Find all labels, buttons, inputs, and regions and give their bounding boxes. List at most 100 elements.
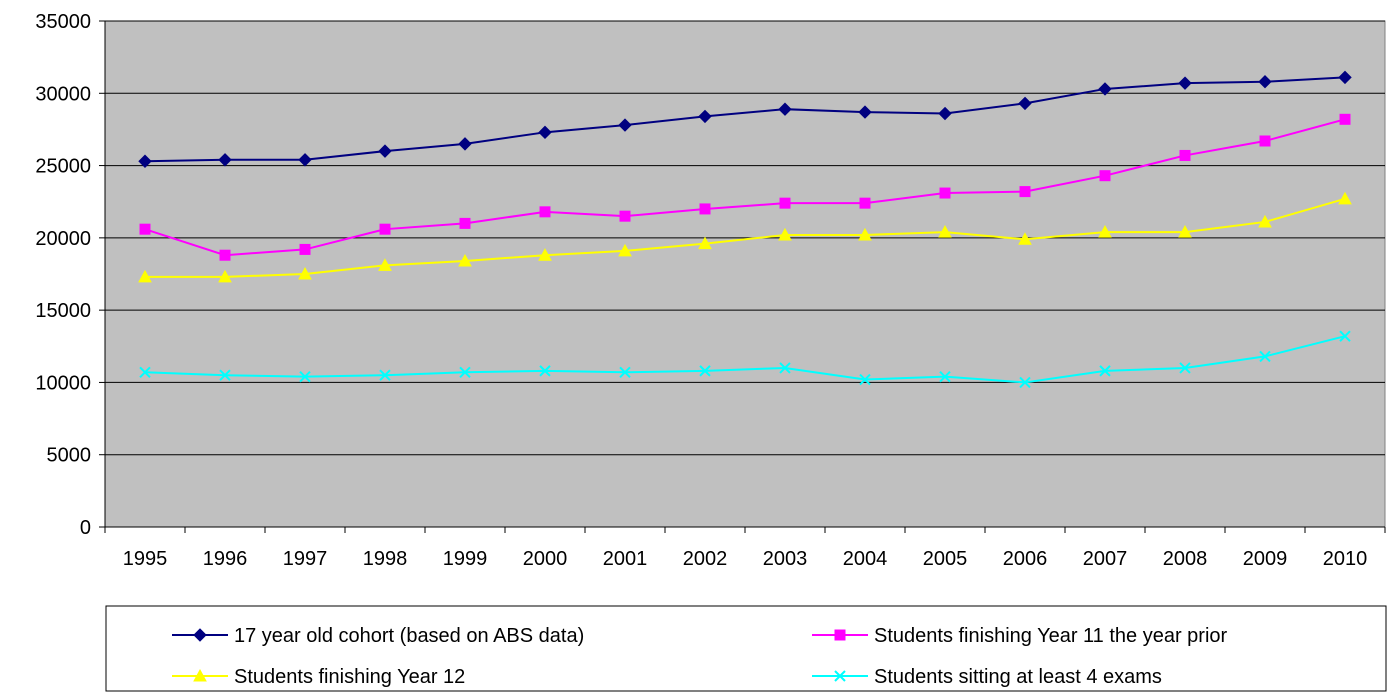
- x-tick-label: 2005: [923, 548, 968, 570]
- legend-label: Students finishing Year 12: [234, 666, 465, 688]
- data-point: [858, 227, 872, 241]
- data-point: [939, 187, 951, 199]
- data-point: [698, 109, 712, 124]
- data-point: [459, 366, 471, 379]
- data-point: [1178, 225, 1192, 238]
- data-point: [138, 154, 152, 168]
- data-point: [1258, 214, 1272, 228]
- data-point: [139, 366, 151, 379]
- x-tick-label: 2007: [1083, 548, 1128, 570]
- data-point: [779, 197, 791, 209]
- data-point: [298, 266, 312, 280]
- data-point: [139, 223, 151, 235]
- data-point: [1098, 82, 1112, 96]
- series-1: [138, 70, 1352, 168]
- data-point: [1339, 330, 1351, 342]
- data-point: [1338, 70, 1352, 85]
- data-point: [218, 153, 232, 167]
- data-point: [1019, 376, 1031, 389]
- y-tick-label: 15000: [35, 300, 91, 322]
- data-point: [538, 248, 552, 261]
- legend-marker: [193, 668, 207, 682]
- y-tick-label: 35000: [35, 11, 91, 33]
- series-layer: [138, 70, 1352, 389]
- legend-item-1: 17 year old cohort (based on ABS data): [172, 625, 584, 647]
- data-point: [539, 206, 551, 218]
- data-point: [699, 365, 711, 377]
- series-line: [144, 118, 1346, 257]
- plot-area: [104, 20, 1386, 528]
- data-point: [378, 258, 392, 271]
- y-tick-label: 25000: [35, 156, 91, 178]
- x-tick-label: 2003: [763, 548, 808, 570]
- data-point: [698, 236, 712, 250]
- x-tick-label: 2009: [1243, 548, 1288, 570]
- data-point: [218, 269, 232, 283]
- data-point: [699, 203, 711, 215]
- axes: 0 5000 10000 15000 20000 25000 30000 35000 1995 1…: [35, 11, 1386, 570]
- data-point: [379, 223, 391, 235]
- data-point: [1179, 362, 1191, 374]
- x-tick-label: 1996: [203, 548, 248, 570]
- legend: 17 year old cohort (based on ABS data) St…: [105, 605, 1387, 692]
- series-2: [139, 113, 1351, 261]
- data-point: [379, 369, 391, 381]
- x-tick-label: 2008: [1163, 548, 1208, 570]
- data-point: [938, 106, 952, 121]
- y-tick-label: 30000: [35, 83, 91, 105]
- legend-label: Students sitting at least 4 exams: [874, 666, 1162, 688]
- x-tick-label: 2004: [843, 548, 888, 570]
- data-point: [1099, 170, 1111, 182]
- x-tick-label: 2002: [683, 548, 728, 570]
- y-tick-label: 0: [80, 517, 91, 539]
- series-4: [139, 330, 1351, 389]
- x-tick-label: 1999: [443, 548, 488, 570]
- x-tick-label: 1995: [123, 548, 168, 570]
- data-point: [298, 153, 312, 167]
- data-point: [1018, 232, 1032, 245]
- data-point: [1339, 113, 1351, 125]
- data-point: [1338, 191, 1352, 205]
- legend-marker: [834, 629, 846, 641]
- legend-item-2: Students finishing Year 11 the year prio…: [812, 625, 1228, 647]
- data-point: [1019, 186, 1031, 198]
- data-point: [378, 144, 392, 158]
- data-point: [778, 102, 792, 116]
- legend-label: 17 year old cohort (based on ABS data): [234, 625, 584, 647]
- data-point: [938, 225, 952, 238]
- data-point: [299, 243, 311, 255]
- data-point: [1259, 350, 1271, 363]
- legend-marker: [193, 628, 207, 642]
- legend-marker: [834, 670, 846, 682]
- data-point: [138, 269, 152, 283]
- data-point: [778, 227, 792, 241]
- x-tick-label: 2010: [1323, 548, 1368, 570]
- data-point: [1099, 365, 1111, 377]
- data-point: [1098, 225, 1112, 238]
- data-point: [458, 137, 472, 151]
- gridlines: [105, 20, 1385, 456]
- data-point: [779, 362, 791, 374]
- data-point: [619, 210, 631, 222]
- x-tick-label: 1997: [283, 548, 328, 570]
- data-point: [538, 125, 552, 140]
- series-line: [144, 76, 1346, 163]
- data-point: [619, 366, 631, 379]
- data-point: [1258, 75, 1272, 89]
- data-point: [859, 373, 871, 386]
- legend-box: [105, 605, 1387, 692]
- data-point: [1018, 96, 1032, 111]
- legend-item-4: Students sitting at least 4 exams: [812, 666, 1162, 688]
- x-tick-label: 1998: [363, 548, 408, 570]
- data-point: [858, 105, 872, 119]
- series-line: [145, 197, 1346, 278]
- data-point: [618, 118, 632, 132]
- data-point: [219, 369, 231, 381]
- x-tick-label: 2001: [603, 548, 648, 570]
- data-point: [459, 217, 471, 229]
- y-tick-label: 20000: [35, 228, 91, 250]
- data-point: [618, 243, 632, 257]
- data-point: [219, 249, 231, 261]
- data-point: [939, 370, 951, 383]
